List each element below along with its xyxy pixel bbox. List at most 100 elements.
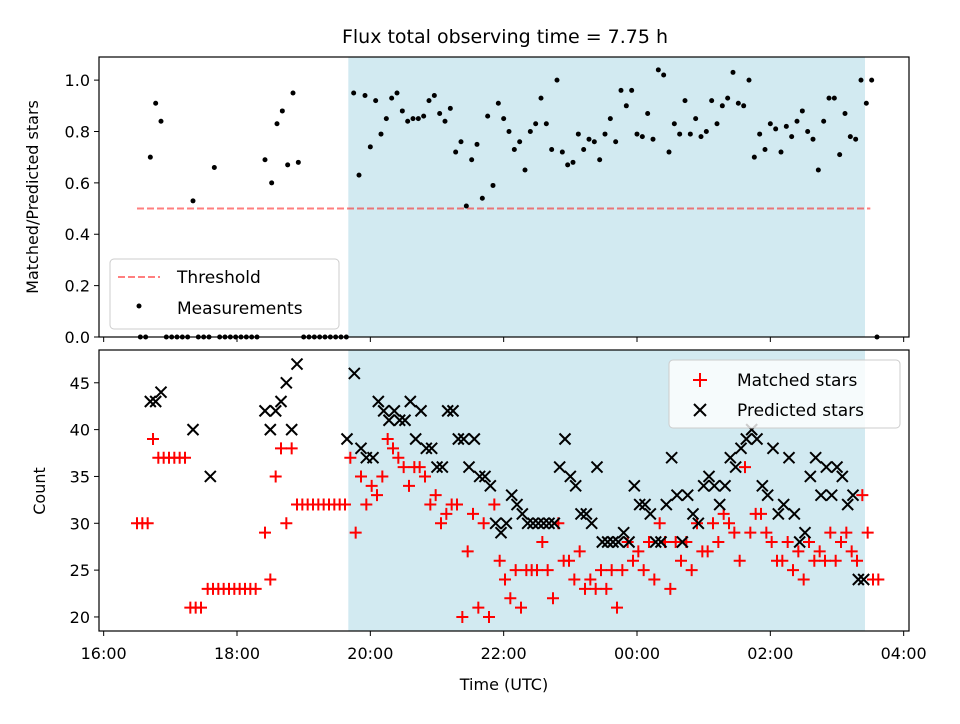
predicted-star-point	[825, 488, 838, 502]
matched-star-point	[600, 582, 613, 595]
measurement-point	[757, 131, 763, 137]
measurement-point	[773, 126, 779, 132]
measurement-point	[661, 72, 667, 78]
matched-star-point	[472, 601, 485, 614]
matched-star-point	[813, 545, 826, 558]
matched-star-point	[403, 479, 415, 492]
ratio-y-tick-label: 0.4	[65, 225, 90, 244]
measurement-point	[645, 111, 651, 117]
predicted-star-point	[553, 460, 566, 474]
predicted-star-point	[420, 442, 433, 455]
count-legend: Matched stars Predicted stars	[668, 359, 901, 429]
predicted-star-point	[702, 470, 716, 483]
predicted-star-point	[430, 460, 444, 474]
matched-legend-swatch	[693, 373, 707, 387]
predicted-star-point	[382, 414, 396, 427]
matched-star-point	[259, 526, 271, 539]
measurement-point	[211, 164, 217, 170]
predicted-star-point	[670, 488, 684, 502]
count-axis-ticks: 20 25 30 35 40 45	[70, 374, 99, 627]
predicted-star-point	[750, 432, 764, 446]
count-legend-box	[668, 359, 901, 429]
measurement-point	[410, 116, 416, 122]
measurement-point	[581, 146, 587, 152]
matched-star-point	[755, 507, 767, 520]
measurement-point	[295, 159, 301, 165]
matched-star-point	[627, 554, 639, 567]
matched-star-point	[456, 610, 469, 623]
measurement-point	[575, 131, 581, 137]
measurement-point	[725, 95, 731, 101]
measurement-point	[671, 121, 677, 127]
matched-star-point	[605, 564, 618, 577]
predicted-star-point	[804, 470, 817, 483]
predicted-star-point	[729, 460, 742, 474]
predicted-star-point	[713, 498, 726, 511]
matched-star-point	[499, 573, 511, 586]
matched-star-point	[488, 498, 501, 511]
matched-star-point	[285, 442, 298, 455]
predicted-star-point	[708, 479, 721, 493]
predicted-star-point	[617, 526, 630, 539]
matched-star-point	[856, 489, 869, 502]
measurement-point	[147, 154, 153, 160]
measurement-point	[442, 118, 448, 124]
predicted-star-point	[409, 432, 422, 446]
matched-star-point	[483, 610, 495, 623]
matched-star-point	[365, 479, 378, 492]
measurement-point	[415, 116, 421, 122]
ratio-legend: Threshold Measurements	[109, 258, 340, 330]
matched-star-point	[797, 573, 810, 586]
time-x-tick-label: 02:00	[747, 644, 793, 663]
measurement-point	[682, 98, 688, 104]
matched-star-point	[733, 554, 746, 567]
measurement-point	[618, 87, 624, 93]
predicted-star-point	[654, 535, 668, 549]
ratio-legend-box	[109, 258, 340, 330]
predicted-star-point	[388, 404, 401, 418]
matched-star-point	[675, 554, 687, 567]
predicted-star-point	[852, 573, 865, 586]
predicted-star-point	[649, 535, 662, 549]
measurement-point	[693, 116, 699, 122]
matched-star-point	[563, 554, 575, 567]
matched-star-point	[669, 536, 682, 549]
measurement-point	[190, 198, 196, 204]
measurement-point	[565, 162, 571, 168]
matched-star-point	[595, 564, 607, 577]
measurement-point	[794, 118, 800, 124]
predicted-star-point	[798, 526, 812, 539]
predicted-star-point	[452, 432, 465, 446]
measurement-point	[522, 167, 528, 173]
measurement-point	[821, 118, 827, 124]
predicted-star-point	[628, 479, 641, 493]
predicted-star-point	[601, 535, 614, 549]
predicted-star-point	[622, 535, 636, 549]
predicted-stars-series	[144, 357, 870, 586]
predicted-star-point	[494, 526, 508, 539]
predicted-star-point	[290, 357, 304, 371]
matched-star-point	[589, 582, 602, 595]
measurement-point	[570, 159, 576, 165]
measurement-point	[858, 77, 864, 83]
predicted-star-point	[644, 507, 657, 521]
predicted-star-point	[441, 404, 454, 418]
predicted-star-point	[756, 479, 769, 493]
predicted-star-point	[154, 385, 168, 399]
predicted-legend-label: Predicted stars	[737, 401, 864, 421]
matched-star-point	[685, 564, 698, 577]
measurement-point	[285, 162, 291, 168]
matched-star-point	[349, 526, 362, 539]
matched-star-point	[637, 564, 650, 577]
measurement-point	[485, 113, 491, 119]
matched-star-point	[413, 461, 426, 474]
measurement-point	[805, 128, 811, 134]
measurement-point	[714, 121, 720, 127]
measurement-point	[613, 139, 619, 145]
measurement-point	[158, 118, 164, 124]
matched-star-point	[264, 573, 277, 586]
measurement-point	[458, 139, 464, 145]
ratio-y-axis-label: Matched/Predicted stars	[23, 100, 42, 294]
measurement-point	[383, 116, 389, 122]
